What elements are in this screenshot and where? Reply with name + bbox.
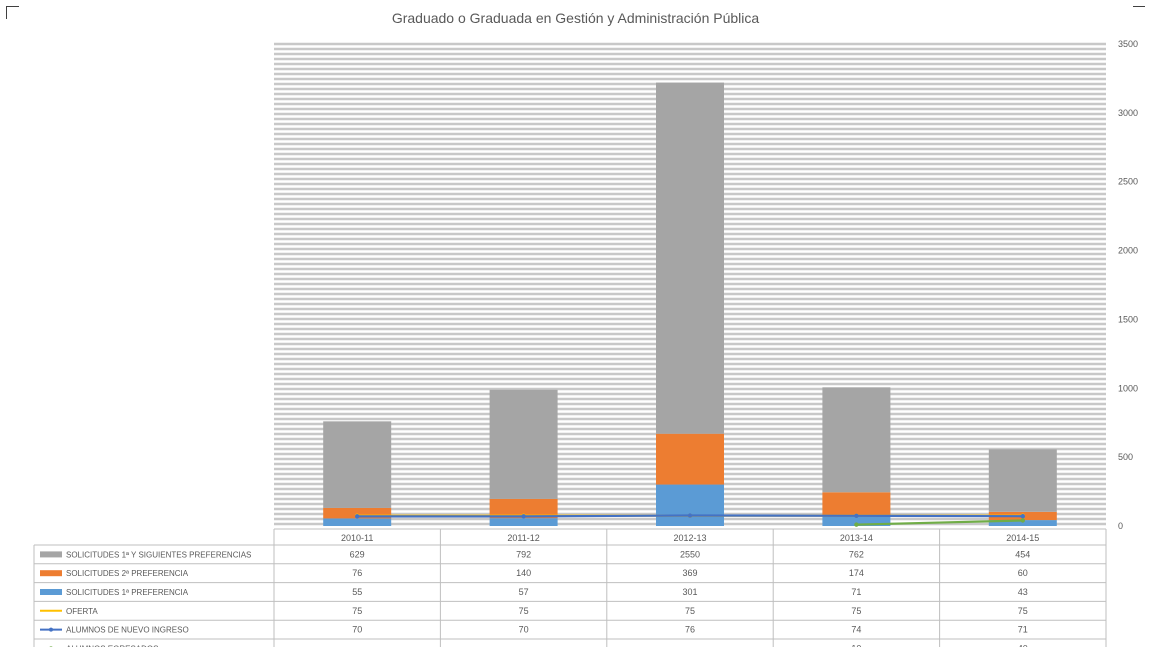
y-tick-label: 2000 (1118, 246, 1138, 256)
table-cell: 301 (682, 587, 697, 597)
line-point-5-3 (854, 522, 859, 527)
table-cell: 74 (851, 625, 861, 635)
line-point-4-1 (521, 514, 526, 519)
table-cell: 40 (1018, 643, 1028, 647)
bar-2-4 (988, 520, 1057, 526)
table-cell: 2550 (680, 549, 700, 559)
legend-key-0 (40, 551, 62, 558)
category-label: 2012-13 (673, 533, 706, 543)
table-cell: 75 (685, 606, 695, 616)
legend-label-0: SOLICITUDES 1ª Y SIGUIENTES PREFERENCIAS (66, 550, 251, 559)
bar-0-0 (323, 421, 392, 508)
legend-key-1 (40, 570, 62, 577)
bar-2-0 (323, 518, 392, 526)
table-cell: 55 (352, 587, 362, 597)
bar-2-1 (489, 518, 558, 526)
bar-0-1 (489, 389, 558, 499)
line-point-5-4 (1020, 518, 1025, 523)
table-cell: 60 (1018, 568, 1028, 578)
chart-title: Graduado o Graduada en Gestión y Adminis… (391, 10, 760, 26)
frame-corner-top-left (6, 6, 19, 19)
y-tick-label: 1000 (1118, 383, 1138, 393)
bar-0-2 (656, 82, 724, 434)
table-cell: 140 (516, 568, 531, 578)
legend-label-4: ALUMNOS DE NUEVO INGRESO (66, 626, 189, 635)
bar-1-0 (323, 507, 392, 519)
legend-label-3: OFERTA (66, 607, 98, 616)
bar-2-2 (656, 484, 724, 526)
legend-label-5: ALUMNOS EGRESADOS (66, 644, 158, 647)
y-tick-label: 3500 (1118, 39, 1138, 49)
table-cell: 792 (516, 549, 531, 559)
table-cell: 629 (350, 549, 365, 559)
line-point-4-4 (1020, 514, 1025, 519)
y-tick-label: 500 (1118, 452, 1133, 462)
table-cell: 75 (519, 606, 529, 616)
table-cell: 71 (1018, 625, 1028, 635)
y-tick-label: 1500 (1118, 314, 1138, 324)
line-point-4-2 (687, 513, 693, 518)
table-cell: 762 (849, 549, 864, 559)
table-cell: 43 (1018, 587, 1028, 597)
table-cell: 76 (685, 625, 695, 635)
category-label: 2010-11 (341, 533, 373, 543)
line-series-5 (856, 519, 1023, 526)
table-cell: 174 (849, 568, 864, 578)
bar-0-4 (988, 449, 1057, 512)
table-cell: 75 (851, 606, 861, 616)
legend-key-2 (40, 589, 62, 595)
table-cell: 70 (352, 625, 362, 635)
table-cell: 75 (352, 606, 362, 616)
legend-label-2: SOLICITUDES 1ª PREFERENCIA (66, 588, 189, 597)
y-tick-label: 2500 (1118, 177, 1138, 187)
category-label: 2014-15 (1006, 533, 1039, 543)
table-cell: 57 (519, 587, 529, 597)
line-point-4-3 (854, 513, 859, 519)
table-cell: 71 (851, 587, 861, 597)
table-cell: 369 (682, 568, 697, 578)
bar-1-2 (656, 433, 724, 485)
bar-0-3 (822, 387, 891, 493)
frame-corner-top-right (1133, 6, 1145, 19)
bar-2-3 (822, 516, 891, 526)
table-cell: 76 (352, 568, 362, 578)
table-cell: 454 (1015, 549, 1030, 559)
table-cell: 75 (1018, 606, 1028, 616)
legend-label-1: SOLICITUDES 2ª PREFERENCIA (66, 569, 189, 578)
legend-key-marker-4 (49, 627, 53, 632)
line-point-4-0 (355, 514, 360, 519)
table-cell: 70 (519, 625, 529, 635)
category-label: 2013-14 (840, 533, 873, 543)
table-cell: 10 (851, 643, 861, 647)
y-tick-label: 3000 (1118, 108, 1138, 118)
bar-1-1 (489, 498, 558, 519)
bar-1-3 (822, 492, 891, 517)
category-label: 2011-12 (507, 533, 539, 543)
y-tick-label: 0 (1118, 521, 1123, 531)
